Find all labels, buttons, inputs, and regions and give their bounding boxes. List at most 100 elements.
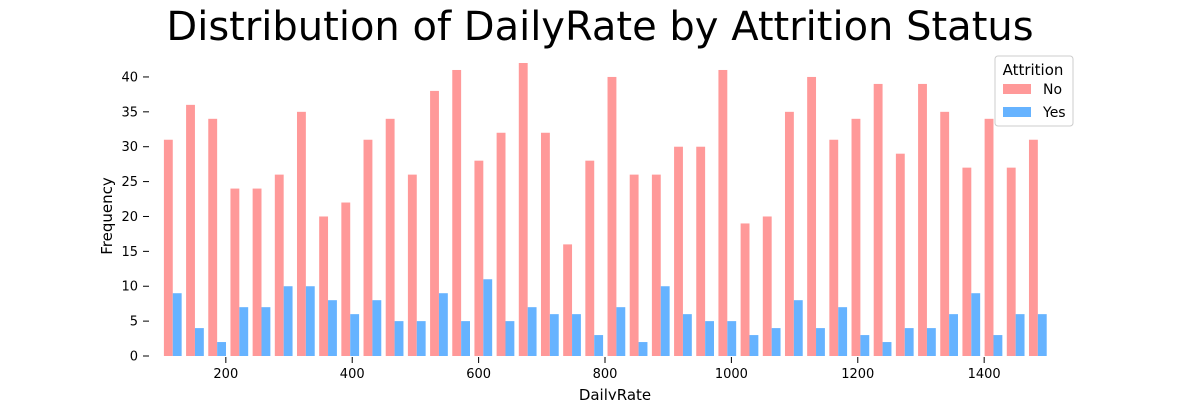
y-tick-label-5: 25 (121, 175, 138, 190)
bar-yes-30 (838, 307, 848, 356)
bar-no-6 (296, 111, 306, 356)
bar-yes-33 (904, 328, 914, 356)
x-tick-label-4: 1000 (715, 367, 748, 382)
legend-label-yes: Yes (1042, 105, 1066, 121)
bar-yes-18 (572, 314, 581, 356)
bar-yes-23 (682, 314, 692, 356)
bar-yes-32 (882, 342, 892, 356)
bar-yes-39 (1037, 314, 1047, 356)
bar-yes-31 (860, 335, 870, 356)
y-tick-label-3: 15 (121, 245, 138, 260)
bar-no-14 (474, 160, 484, 356)
x-tick-label-3: 800 (593, 367, 618, 382)
bar-yes-22 (660, 286, 670, 356)
bar-no-31 (851, 118, 861, 356)
bar-no-15 (496, 132, 506, 356)
bar-yes-24 (705, 321, 714, 356)
chart-title: Distribution of DailyRate by Attrition S… (166, 4, 1033, 50)
bar-no-21 (629, 174, 639, 356)
bar-no-18 (563, 244, 573, 356)
bar-yes-21 (638, 342, 648, 356)
bar-no-35 (940, 111, 950, 356)
bar-yes-7 (328, 300, 337, 356)
legend-swatch-yes (1003, 107, 1031, 117)
bar-yes-29 (816, 328, 825, 356)
bar-yes-28 (793, 300, 803, 356)
bar-yes-10 (394, 321, 404, 356)
bar-yes-2 (217, 342, 227, 356)
bar-yes-36 (971, 293, 981, 356)
bar-no-39 (1028, 139, 1038, 356)
legend[interactable]: Attrition No Yes (994, 55, 1074, 127)
y-tick-label-2: 10 (121, 280, 138, 295)
bar-no-3 (230, 188, 240, 356)
y-tick-label-0: 0 (130, 350, 138, 365)
bar-yes-27 (771, 328, 781, 356)
bar-no-5 (274, 174, 284, 356)
y-tick-label-1: 5 (130, 315, 138, 330)
bar-no-1 (186, 104, 195, 356)
bar-yes-14 (483, 279, 493, 356)
y-axis-label: Frequency (98, 177, 116, 255)
y-tick-label-7: 35 (121, 105, 138, 120)
bar-yes-1 (194, 328, 204, 356)
bar-yes-34 (926, 328, 936, 356)
bar-no-29 (807, 76, 817, 356)
bar-yes-15 (505, 321, 515, 356)
bar-yes-5 (283, 286, 293, 356)
bar-yes-4 (261, 307, 271, 356)
bar-no-19 (585, 160, 595, 356)
bar-no-25 (718, 69, 728, 356)
bar-yes-38 (1015, 314, 1025, 356)
legend-swatch-no (1003, 84, 1031, 94)
bar-yes-16 (527, 307, 537, 356)
bar-no-11 (407, 174, 417, 356)
bar-no-13 (452, 69, 462, 356)
bar-yes-25 (727, 321, 737, 356)
bar-yes-35 (949, 314, 958, 356)
bar-yes-37 (993, 335, 1003, 356)
bar-yes-12 (438, 293, 448, 356)
bar-no-4 (252, 188, 262, 356)
x-tick-label-1: 400 (340, 367, 365, 382)
bar-no-9 (363, 139, 373, 356)
bar-yes-17 (549, 314, 559, 356)
y-tick-label-8: 40 (121, 70, 138, 85)
bar-no-33 (895, 153, 905, 356)
bar-yes-26 (749, 335, 759, 356)
bar-yes-0 (172, 293, 182, 356)
legend-label-no: No (1043, 82, 1062, 98)
x-axis: 200 400 600 800 1000 1200 1400 (213, 357, 1001, 382)
bar-yes-20 (616, 307, 626, 356)
bar-no-28 (784, 111, 794, 356)
bar-no-30 (829, 139, 839, 356)
bar-yes-3 (239, 307, 249, 356)
bars (163, 63, 1047, 357)
bar-yes-13 (461, 321, 470, 356)
bar-no-22 (651, 174, 661, 356)
y-axis: 0 5 10 15 20 25 30 35 40 (121, 70, 149, 365)
bar-no-0 (163, 139, 173, 356)
y-tick-label-4: 20 (121, 210, 138, 225)
bar-no-8 (341, 202, 351, 356)
bar-no-12 (430, 90, 439, 357)
x-tick-label-2: 600 (466, 367, 491, 382)
bar-no-26 (740, 223, 750, 356)
bar-yes-9 (372, 300, 382, 356)
bar-yes-6 (305, 286, 315, 356)
bar-no-17 (540, 132, 550, 356)
bar-yes-19 (594, 335, 604, 356)
x-tick-label-6: 1400 (968, 367, 1001, 382)
bar-no-38 (1006, 167, 1016, 356)
x-tick-label-0: 200 (213, 367, 238, 382)
legend-title: Attrition (1003, 61, 1064, 79)
bar-no-24 (696, 146, 706, 356)
bar-no-10 (385, 118, 395, 356)
bar-no-2 (208, 118, 218, 356)
bar-no-34 (918, 83, 927, 357)
y-tick-label-6: 30 (121, 140, 138, 155)
x-tick-label-5: 1200 (841, 367, 874, 382)
bar-no-20 (607, 76, 617, 356)
bar-no-7 (319, 216, 329, 356)
